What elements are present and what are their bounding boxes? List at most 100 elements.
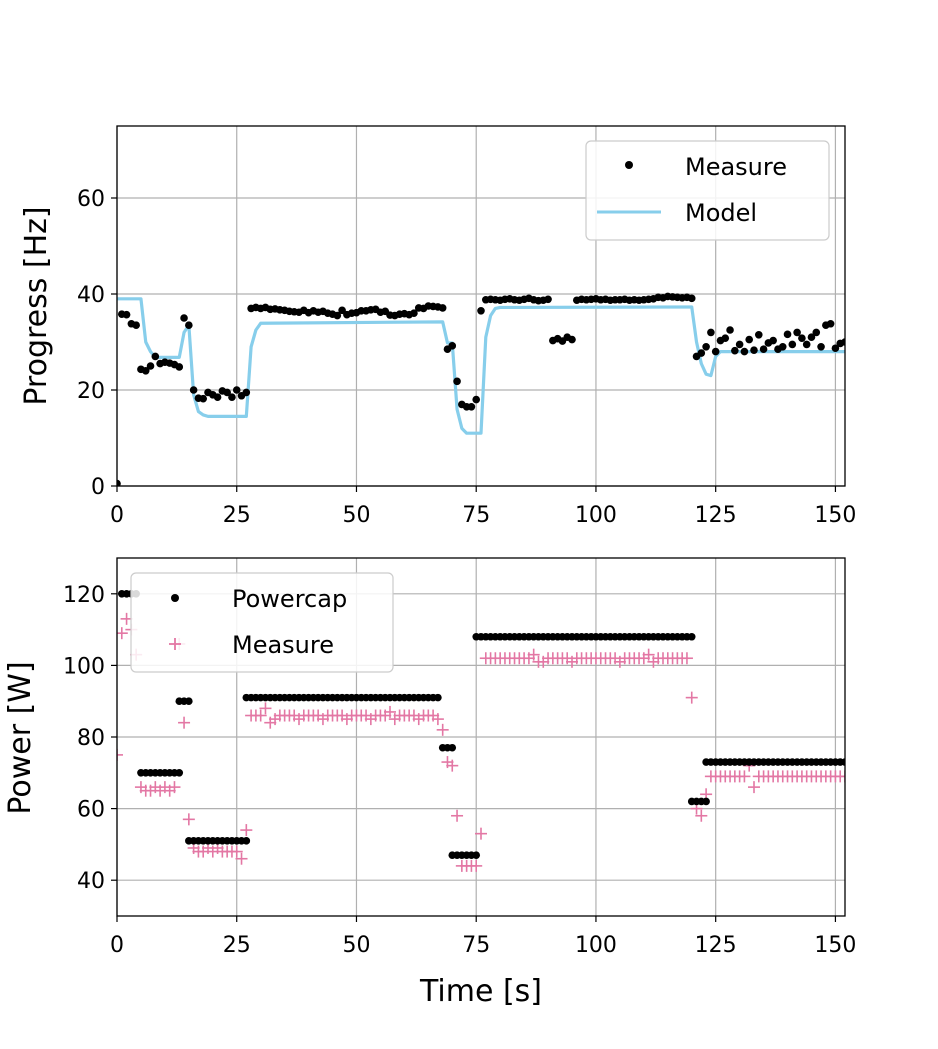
powercap-series — [117, 590, 845, 859]
power-measure-point — [254, 709, 267, 722]
power-measure-point — [259, 702, 272, 715]
progress-x-tick-label: 100 — [575, 503, 617, 528]
measure-point — [711, 347, 720, 356]
powercap-point — [175, 769, 184, 777]
progress-y-tick-label: 0 — [91, 475, 105, 500]
measure-point — [812, 328, 821, 337]
measure-point — [826, 319, 835, 328]
measure-point — [568, 335, 576, 344]
legend-powercap-label: Powercap — [232, 585, 347, 613]
power-y-tick-label: 40 — [77, 869, 105, 894]
measure-point — [778, 343, 787, 351]
power-x-axis-label: Time [s] — [419, 974, 542, 1009]
measure-point — [750, 346, 758, 354]
measure-point — [151, 352, 160, 361]
measure-point — [783, 330, 792, 339]
progress-legend: Measure Model — [585, 140, 830, 241]
power-y-ticks: 40 60 80 100 120 — [63, 583, 117, 894]
measure-point — [477, 307, 485, 315]
measure-point — [702, 343, 710, 351]
measure-point — [448, 342, 457, 350]
measure-point — [707, 328, 715, 337]
progress-x-tick-label: 25 — [223, 503, 251, 528]
power-measure-point — [168, 781, 181, 794]
powercap-point — [702, 797, 710, 806]
measure-point — [146, 362, 155, 370]
power-y-tick-label: 120 — [63, 583, 105, 608]
power-measure-point — [839, 770, 845, 783]
powercap-point — [434, 693, 442, 702]
power-x-ticks: 0 25 50 75 100 125 150 — [110, 916, 856, 958]
powercap-point — [687, 632, 696, 641]
power-measure-point — [527, 648, 540, 661]
progress-y-tick-label: 40 — [77, 283, 105, 308]
measure-point — [754, 331, 763, 339]
progress-chart: 0 25 50 75 100 125 150 0 20 40 60 Progress [Hz] M… — [19, 125, 856, 528]
progress-legend-box — [585, 140, 830, 241]
measure-point — [769, 336, 777, 345]
progress-y-tick-label: 60 — [77, 187, 105, 212]
legend-model-label: Model — [685, 199, 757, 227]
progress-y-ticks: 0 20 40 60 — [77, 187, 117, 500]
measure-point — [817, 343, 825, 351]
power-measure-point — [182, 813, 195, 826]
measure-point — [141, 367, 150, 375]
model-series — [117, 297, 845, 435]
power-measure-point — [384, 705, 396, 718]
power-x-tick-label: 50 — [342, 933, 370, 958]
measure-point — [697, 349, 706, 357]
measure-point — [122, 310, 131, 319]
measure-point — [228, 393, 236, 402]
measure-point — [831, 344, 840, 353]
power-measure-point — [748, 781, 760, 794]
legend-measure-marker — [625, 161, 633, 169]
measure-point — [472, 395, 481, 404]
legend-measure-label: Measure — [685, 153, 787, 181]
power-measure-point — [446, 759, 459, 772]
measure-point — [199, 394, 208, 403]
measure-point — [687, 294, 696, 303]
power-x-tick-label: 75 — [462, 933, 490, 958]
measure-point — [189, 386, 198, 394]
legend-powercap-marker — [171, 594, 179, 602]
power-x-tick-label: 25 — [223, 933, 251, 958]
measure-point — [740, 347, 749, 356]
measure-point — [841, 338, 845, 346]
measure-point — [132, 321, 140, 330]
measure-point — [793, 328, 801, 337]
power-measure-point — [178, 716, 191, 729]
progress-x-ticks: 0 25 50 75 100 125 150 — [110, 486, 856, 528]
power-x-tick-label: 0 — [110, 933, 124, 958]
measure-point — [735, 340, 744, 349]
power-measure-point — [431, 713, 444, 726]
powercap-point — [841, 758, 845, 766]
powercap-point — [185, 697, 193, 705]
power-measure-point — [738, 770, 751, 783]
model-line — [117, 297, 845, 435]
power-x-tick-label: 100 — [575, 933, 617, 958]
legend-power-measure-label: Measure — [232, 631, 334, 659]
power-x-tick-label: 125 — [695, 933, 737, 958]
powercap-point — [242, 837, 251, 845]
power-measure-point — [680, 652, 693, 665]
measure-point — [731, 346, 739, 355]
measure-point — [726, 326, 734, 334]
measure-point — [798, 334, 806, 342]
power-measure-point — [436, 723, 449, 736]
power-measure-point — [470, 859, 483, 872]
power-legend: Powercap Measure — [130, 572, 394, 673]
measure-point — [788, 340, 797, 349]
power-measure-point — [695, 809, 708, 822]
power-y-axis-label: Power [W] — [3, 661, 38, 814]
power-y-tick-label: 60 — [77, 798, 105, 823]
measure-point — [453, 377, 461, 386]
measure-point — [175, 363, 184, 371]
measure-point — [180, 314, 188, 322]
measure-point — [185, 321, 193, 330]
power-measure-point — [240, 824, 253, 837]
measure-point — [802, 340, 811, 349]
legend-power-measure-marker — [169, 638, 181, 650]
power-measure-point — [475, 827, 487, 840]
